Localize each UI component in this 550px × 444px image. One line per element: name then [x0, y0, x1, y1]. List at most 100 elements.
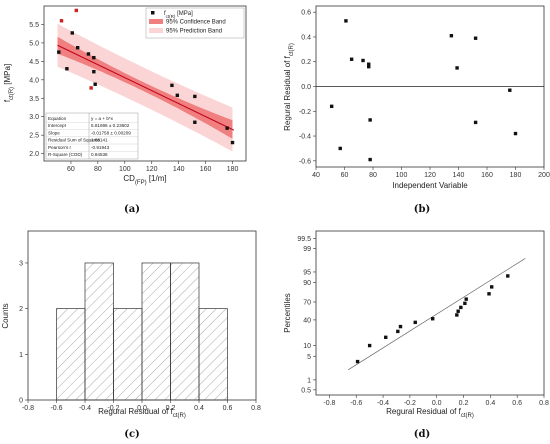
residual-point	[344, 19, 348, 23]
residual-point	[368, 157, 372, 162]
residual-point	[368, 118, 372, 122]
stats-value: -0.01758 ± 0.00209	[91, 130, 131, 135]
x-tick-label: 0.0	[432, 400, 442, 407]
x-tick-label: 140	[453, 172, 465, 179]
stats-value: y = a + b*x	[91, 116, 114, 121]
legend-swatch-confidence	[149, 19, 163, 24]
panel-b-ticks: 40 60 80 100 120 140 160 180 200 -0.6 -0.4 -0.2 0.0 0…	[299, 10, 550, 179]
panel-c: -0.8 -0.6 -0.4 -0.2 0.0 0.2 0.4 0.6 0.8 0 1 2 3 Regu…	[1, 230, 261, 440]
y-tick-label: 0	[19, 398, 23, 405]
probability-point	[459, 305, 463, 310]
panel-a: 60 80 100 120 140 160 180 2.0 2.5 3.0 3.5 4.0 4.5 5.0…	[3, 5, 247, 215]
data-point	[170, 83, 174, 88]
x-tick-label: 40	[312, 172, 320, 179]
x-tick-label: 120	[146, 166, 158, 173]
panel-c-y-label: Counts	[1, 303, 10, 328]
probability-point	[487, 292, 491, 296]
panel-b-caption: (b)	[414, 204, 430, 215]
residual-point	[367, 62, 371, 66]
stats-label: Intercept	[48, 123, 67, 128]
panel-b-points	[329, 19, 518, 162]
probability-point	[398, 324, 403, 329]
data-point	[193, 94, 197, 99]
panel-c-x-label-main: Regural Residual of f	[98, 407, 173, 416]
panel-a-stats-table: Equation y = a + b*x Intercept 5.81696 ± 0.…	[45, 112, 139, 160]
y-tick-label: 2.0	[29, 151, 39, 158]
panel-a-y-label-main: f	[3, 99, 12, 102]
stats-value: -0.91943	[91, 145, 110, 150]
y-tick-label: 40	[303, 317, 311, 324]
x-tick-label: 180	[510, 172, 522, 179]
probability-point	[463, 301, 467, 306]
panel-d-y-label: Percentiles	[283, 293, 292, 333]
panel-a-y-label-unit: [MPa]	[3, 64, 12, 87]
panel-d-x-label-main: Regural Residual of f	[386, 407, 461, 416]
y-tick-label: 3.0	[29, 114, 39, 121]
outlier-point	[59, 19, 64, 23]
x-tick-label: -0.2	[107, 405, 119, 412]
y-tick-label: -0.2	[299, 109, 311, 116]
residual-point	[473, 36, 478, 40]
stats-label: Equation	[48, 116, 67, 121]
panel-b-x-label: Independent Variable	[392, 181, 468, 190]
residual-point	[338, 146, 342, 151]
x-tick-label: 0.2	[166, 405, 176, 412]
panel-a-y-label: fct(R) [MPa]	[3, 64, 15, 102]
x-tick-label: 80	[369, 172, 377, 179]
histogram-bar	[141, 262, 171, 401]
panel-a-fit	[57, 44, 235, 131]
y-tick-label: 0.4	[301, 34, 311, 41]
panel-d-x-label-sub: ct(R)	[461, 413, 474, 419]
y-tick-label: 70	[303, 299, 311, 306]
probability-point	[384, 335, 388, 340]
panel-a-ticks: 60 80 100 120 140 160 180 2.0 2.5 3.0 3.5 4.0 4.5 5.0…	[29, 22, 238, 173]
x-tick-label: 140	[173, 166, 185, 173]
residual-point	[473, 120, 478, 125]
data-point	[93, 82, 97, 86]
residual-point	[349, 57, 354, 61]
legend-swatch-prediction	[149, 28, 163, 33]
panel-a-x-label-sub: (FP)	[135, 180, 147, 186]
y-tick-label: 99	[303, 246, 311, 253]
panel-d: -0.8 -0.6 -0.4 -0.2 0.0 0.2 0.4 0.6 0.8 0.5 1 5 10 40…	[283, 230, 549, 440]
x-tick-label: 0.8	[251, 405, 261, 412]
residual-point	[449, 34, 454, 38]
y-tick-label: 95	[303, 269, 311, 276]
panel-b: 40 60 80 100 120 140 160 180 200 -0.6 -0.4 -0.2 0.0 0…	[283, 5, 550, 215]
panel-c-x-label: Regural Residual of fct(R)	[98, 407, 186, 419]
probability-point	[456, 309, 460, 313]
y-tick-label: -0.6	[299, 158, 311, 165]
outlier-point	[89, 86, 93, 90]
legend-entry-data-suffix: [MPa]	[175, 11, 193, 17]
histogram-bar	[84, 262, 114, 401]
data-point	[92, 55, 96, 60]
panel-c-bars	[56, 262, 228, 401]
probability-point	[413, 320, 417, 325]
panel-b-y-label-main: Regural Residual of f	[283, 55, 292, 130]
data-point	[75, 46, 80, 50]
y-tick-label: 2	[19, 306, 23, 313]
x-tick-label: 0.6	[223, 405, 233, 412]
panel-c-caption: (c)	[124, 429, 140, 440]
y-tick-label: 0.6	[301, 10, 311, 17]
fit-line	[57, 44, 235, 131]
legend-entry-prediction: 95% Prediction Band	[166, 29, 222, 35]
x-tick-label: 100	[119, 166, 131, 173]
outlier-point	[74, 8, 79, 13]
data-point	[175, 93, 180, 98]
reference-line	[348, 258, 526, 371]
residual-point	[513, 131, 518, 136]
x-tick-label: -0.8	[323, 400, 335, 407]
y-tick-label: 0.2	[301, 59, 311, 66]
stats-value: 0.84536	[91, 152, 108, 157]
data-point	[57, 50, 61, 54]
residual-point	[329, 104, 334, 109]
panel-c-ticks: -0.8 -0.6 -0.4 -0.2 0.0 0.2 0.4 0.6 0.8 0 1 2 3	[19, 260, 261, 412]
panel-d-caption: (d)	[414, 429, 430, 440]
x-tick-label: 160	[200, 166, 212, 173]
legend-marker-data	[151, 11, 155, 15]
panel-a-legend: fct(R) [MPa] 95% Confidence Band 95% Pre…	[145, 7, 245, 39]
x-tick-label: 200	[538, 172, 550, 179]
histogram-bar	[56, 308, 86, 401]
